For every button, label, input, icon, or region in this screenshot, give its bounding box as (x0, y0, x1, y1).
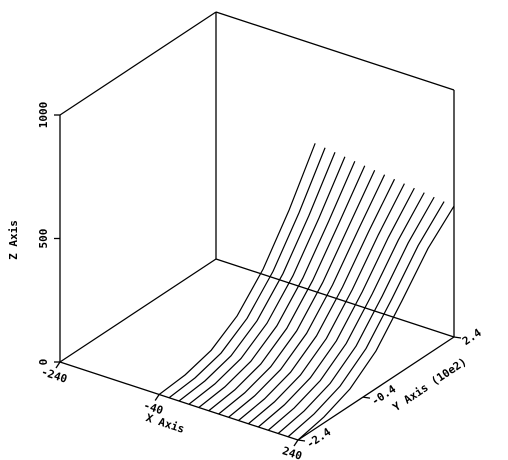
surface-line (297, 205, 455, 441)
y-tick-label: 2.4 (460, 326, 484, 348)
surface-line (208, 165, 366, 412)
box-edge (297, 336, 455, 441)
y-tick-label: -2.4 (304, 425, 334, 451)
surface-line (267, 192, 425, 431)
z-tick-label: 500 (37, 229, 50, 249)
surface-line (198, 161, 356, 408)
surface-line (168, 147, 326, 399)
surface-line (257, 187, 415, 428)
x-tick (154, 394, 160, 401)
z-tick-label: 0 (37, 359, 50, 366)
surface-line (238, 178, 396, 421)
x-tick-label: -240 (40, 365, 69, 386)
z-axis-label: Z Axis (7, 220, 20, 260)
box-edge (59, 11, 217, 116)
surface-line (248, 183, 405, 425)
surface-line (178, 152, 336, 402)
y-axis-label: Y Axis (10e2) (390, 355, 469, 414)
x-tick-label: 240 (281, 444, 304, 460)
box-edge (59, 258, 217, 363)
box-edge (215, 11, 455, 91)
box-edge (215, 258, 455, 338)
surface-line (188, 156, 346, 405)
surface-line (218, 169, 376, 415)
y-tick (453, 336, 462, 339)
x-axis-label: X Axis (144, 411, 186, 436)
surface-line (158, 143, 316, 395)
y-tick (362, 396, 371, 399)
surface-line (277, 196, 435, 434)
x-tick-label: -40 (142, 399, 165, 418)
y-tick (297, 439, 306, 442)
surface-line (228, 174, 386, 418)
x-tick (55, 361, 61, 369)
z-tick-label: 1000 (37, 102, 50, 129)
surface-line (287, 201, 445, 438)
x-tick (293, 439, 299, 447)
